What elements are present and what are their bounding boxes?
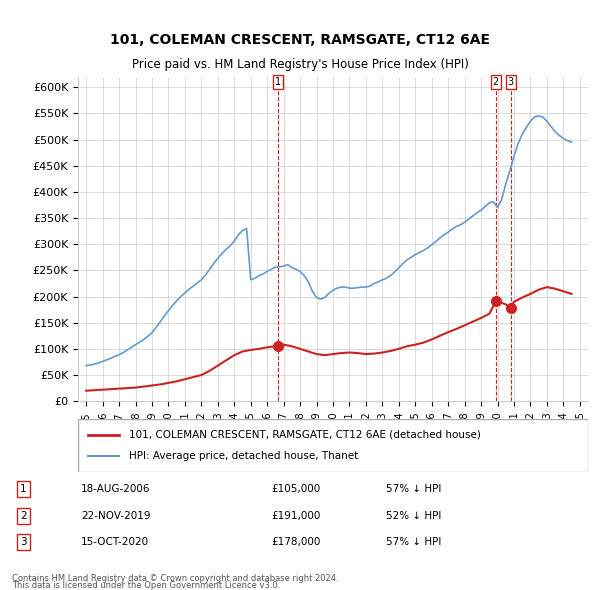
Text: 22-NOV-2019: 22-NOV-2019 bbox=[81, 511, 151, 520]
Text: This data is licensed under the Open Government Licence v3.0.: This data is licensed under the Open Gov… bbox=[12, 581, 280, 590]
Text: 3: 3 bbox=[20, 537, 27, 547]
Text: 101, COLEMAN CRESCENT, RAMSGATE, CT12 6AE: 101, COLEMAN CRESCENT, RAMSGATE, CT12 6A… bbox=[110, 33, 490, 47]
Text: 15-OCT-2020: 15-OCT-2020 bbox=[81, 537, 149, 547]
Text: 18-AUG-2006: 18-AUG-2006 bbox=[81, 484, 151, 494]
Text: 1: 1 bbox=[274, 77, 281, 87]
Text: 3: 3 bbox=[508, 77, 514, 87]
Text: Price paid vs. HM Land Registry's House Price Index (HPI): Price paid vs. HM Land Registry's House … bbox=[131, 58, 469, 71]
Text: £105,000: £105,000 bbox=[271, 484, 320, 494]
FancyBboxPatch shape bbox=[78, 419, 588, 472]
Text: 57% ↓ HPI: 57% ↓ HPI bbox=[386, 537, 442, 547]
Text: 2: 2 bbox=[20, 511, 27, 520]
Text: 52% ↓ HPI: 52% ↓ HPI bbox=[386, 511, 442, 520]
Text: HPI: Average price, detached house, Thanet: HPI: Average price, detached house, Than… bbox=[129, 451, 358, 461]
Text: 57% ↓ HPI: 57% ↓ HPI bbox=[386, 484, 442, 494]
Text: 2: 2 bbox=[493, 77, 499, 87]
Text: 101, COLEMAN CRESCENT, RAMSGATE, CT12 6AE (detached house): 101, COLEMAN CRESCENT, RAMSGATE, CT12 6A… bbox=[129, 430, 481, 440]
Text: Contains HM Land Registry data © Crown copyright and database right 2024.: Contains HM Land Registry data © Crown c… bbox=[12, 574, 338, 583]
Text: 1: 1 bbox=[20, 484, 27, 494]
Text: £191,000: £191,000 bbox=[271, 511, 320, 520]
Text: £178,000: £178,000 bbox=[271, 537, 320, 547]
